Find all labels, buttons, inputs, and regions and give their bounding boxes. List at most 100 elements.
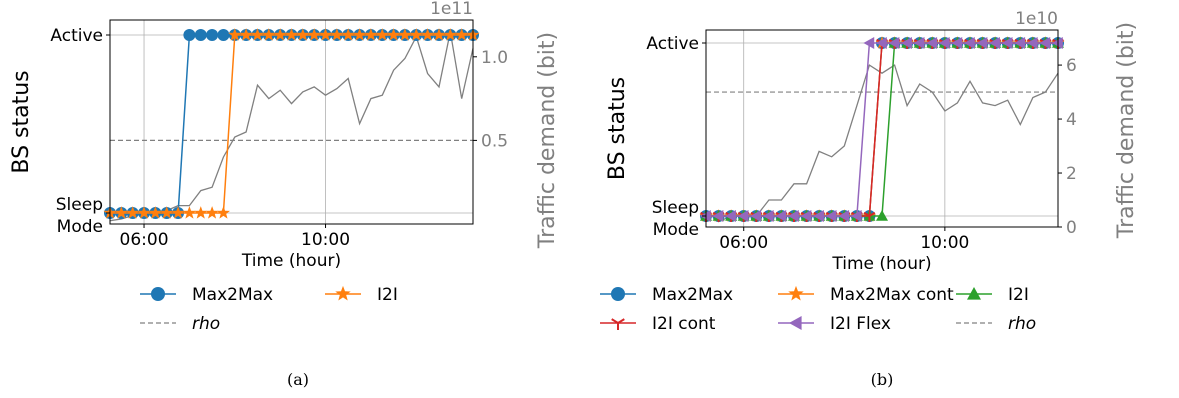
legend-label: I2I Flex: [830, 314, 891, 334]
legend-item-rho: rho: [956, 314, 1036, 334]
x-tick-label: 06:00: [719, 233, 768, 253]
series-point: [443, 28, 457, 41]
series-point: [216, 206, 230, 219]
panel-caption: (a): [287, 370, 309, 389]
series-point: [273, 28, 287, 41]
axes-frame: [109, 19, 474, 225]
series-point: [926, 37, 938, 49]
legend-item-max2max: Max2Max: [600, 285, 733, 305]
series-point: [239, 28, 253, 41]
y2-tick-label: 1.0: [481, 48, 508, 68]
series-point: [319, 28, 333, 41]
y2-tick-label: 0: [1066, 218, 1077, 238]
traffic-demand-line: [705, 64, 1059, 223]
series-point: [725, 210, 736, 222]
series-line-max2max: [110, 34, 473, 214]
series-point: [1001, 37, 1013, 49]
legend-item-max2max-cont: Max2Max cont: [778, 285, 954, 305]
series-point: [712, 210, 724, 222]
series-point: [364, 28, 378, 41]
series-line-max2max-cont: [706, 42, 1058, 217]
legend-item-i2i: I2I: [956, 285, 1029, 305]
y2-offset-text: 1e11: [430, 0, 473, 19]
series-point: [284, 28, 299, 41]
series-point: [432, 28, 446, 41]
series-point: [262, 28, 276, 41]
series-point: [182, 206, 196, 219]
series-point: [762, 210, 774, 222]
series-point: [148, 206, 162, 219]
series-line-i2i-flex: [706, 42, 1058, 217]
legend-label: Max2Max: [652, 285, 733, 305]
series-point: [1026, 37, 1038, 49]
x-tick-label: 10:00: [301, 230, 350, 250]
traffic-demand-line: [109, 31, 474, 222]
series-point: [1014, 37, 1026, 49]
y2-tick-label: 4: [1066, 110, 1077, 130]
legend-label: I2I: [1008, 285, 1029, 305]
series-point: [951, 37, 963, 49]
x-tick-label: 10:00: [920, 233, 969, 253]
y2-tick-label: 2: [1066, 164, 1077, 184]
series-point: [137, 206, 151, 219]
legend-label: I2I: [377, 285, 398, 305]
series-point: [296, 28, 310, 41]
legend-swatch-marker: [611, 287, 625, 301]
y-tick-label-line2: Mode: [653, 220, 699, 240]
legend-swatch-marker: [789, 316, 802, 330]
legend-swatch-marker: [788, 285, 804, 301]
series-point: [863, 211, 876, 222]
legend-item-i2i-flex: I2I Flex: [778, 314, 891, 334]
series-point: [307, 28, 321, 41]
y-tick-label: Active: [646, 34, 699, 54]
series-point: [387, 28, 401, 41]
series-point: [455, 28, 469, 41]
legend-label: rho: [192, 314, 220, 334]
y2-offset-text: 1e10: [1015, 9, 1058, 29]
series-point: [330, 28, 344, 41]
legend-item-max2max: Max2Max: [140, 285, 273, 305]
series-point: [1052, 37, 1063, 49]
series-line-max2max: [706, 42, 1058, 217]
y-tick-label-line1: Sleep: [652, 198, 699, 218]
series-point: [194, 29, 207, 41]
y-tick-label-line1: Sleep: [56, 195, 103, 215]
y2-axis-label: Traffic demand (bit): [1114, 22, 1139, 239]
legend-label: rho: [1008, 314, 1036, 334]
series-point: [888, 37, 900, 49]
series-point: [800, 210, 812, 222]
y-tick-label: Active: [50, 26, 103, 46]
legend-swatch-marker: [611, 318, 625, 330]
panel-caption: (b): [871, 370, 894, 389]
series-point: [813, 210, 824, 222]
series-point: [964, 37, 975, 49]
series-line-i2i-cont: [706, 42, 1058, 217]
series-point: [126, 206, 140, 219]
series-point: [989, 37, 1000, 49]
series-point: [1039, 37, 1051, 49]
legend-label: I2I cont: [652, 314, 716, 334]
x-tick-label: 06:00: [120, 230, 169, 250]
series-point: [737, 210, 749, 222]
series-line-i2i: [110, 34, 473, 214]
series-point: [938, 37, 950, 49]
series-point: [353, 28, 367, 41]
series-point: [205, 206, 219, 219]
y-axis-label: BS status: [9, 70, 34, 173]
series-point: [838, 210, 850, 222]
series-point: [160, 206, 174, 219]
y2-tick-label: 6: [1066, 56, 1077, 76]
legend-swatch-marker: [967, 287, 981, 300]
series-point: [876, 210, 888, 221]
series-line-i2i: [706, 42, 1058, 217]
y-tick-label-line2: Mode: [57, 217, 103, 237]
series-point: [863, 37, 875, 49]
series-point: [750, 210, 762, 222]
series-point: [421, 28, 435, 41]
series-point: [228, 28, 242, 41]
series-point: [206, 29, 219, 41]
legend-item-i2i-cont: I2I cont: [600, 314, 716, 334]
y2-axis-label: Traffic demand (bit): [535, 32, 560, 249]
